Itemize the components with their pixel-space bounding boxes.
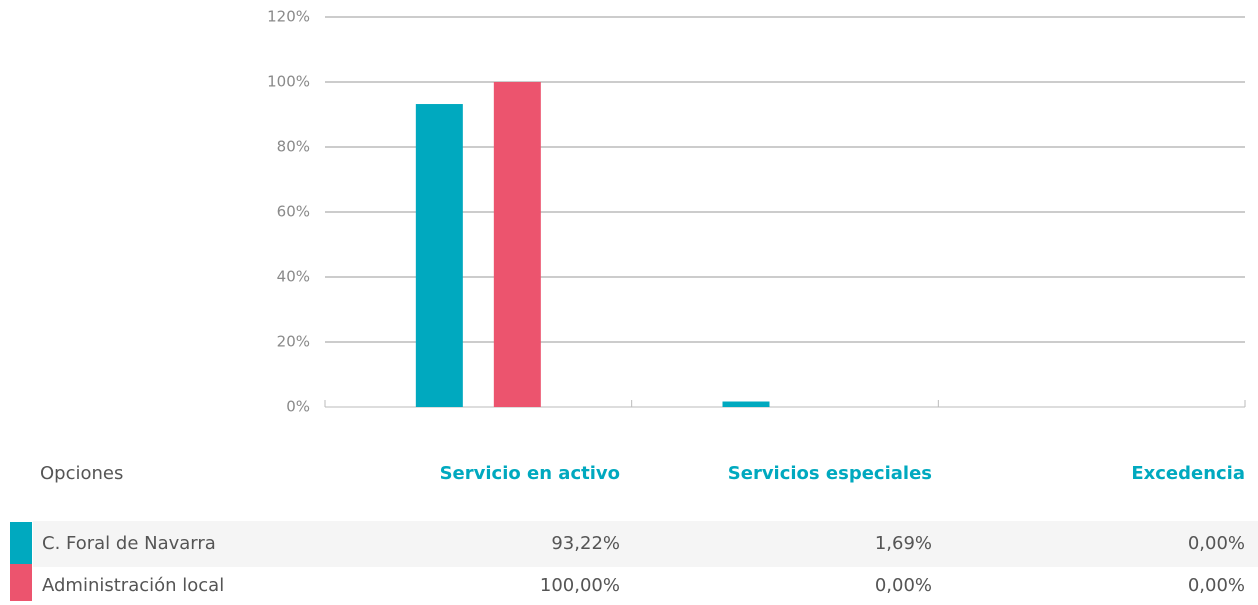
y-tick-label: 40% [277, 268, 310, 286]
y-tick-label: 0% [286, 398, 310, 416]
table-header: Opciones [40, 463, 123, 484]
table-cell: 0,00% [1188, 575, 1245, 596]
row-background [33, 521, 1258, 567]
y-tick-label: 60% [277, 203, 310, 221]
legend-label: C. Foral de Navarra [42, 533, 216, 554]
table-cell: 1,69% [875, 533, 932, 554]
column-header: Servicios especiales [728, 463, 932, 484]
column-header: Excedencia [1131, 463, 1245, 484]
legend-swatch [10, 564, 32, 605]
y-tick-label: 120% [267, 8, 310, 26]
y-tick-label: 20% [277, 333, 310, 351]
y-tick-label: 100% [267, 73, 310, 91]
table-cell: 100,00% [540, 575, 620, 596]
bar [415, 104, 463, 407]
legend-swatch [10, 522, 32, 566]
table-cell: 93,22% [551, 533, 620, 554]
table-cell: 0,00% [875, 575, 932, 596]
bar [493, 82, 541, 407]
column-header: Servicio en activo [440, 463, 620, 484]
y-tick-label: 80% [277, 138, 310, 156]
table-cell: 0,00% [1188, 533, 1245, 554]
bar [722, 401, 770, 407]
legend-label: Administración local [42, 575, 224, 596]
